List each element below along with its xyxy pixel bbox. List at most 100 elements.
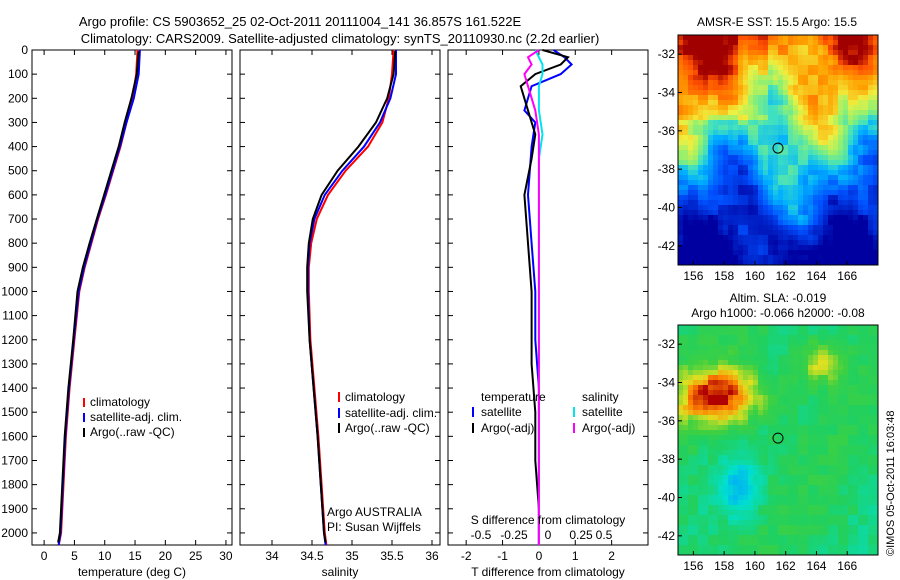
map-cell — [693, 510, 699, 516]
map-cell — [843, 190, 849, 196]
map-cell — [743, 110, 749, 116]
map-cell — [843, 540, 849, 546]
map-cell — [833, 255, 839, 261]
map-cell — [718, 510, 724, 516]
map-cell — [833, 330, 839, 336]
map-cell — [853, 335, 859, 341]
map-cell — [828, 155, 834, 161]
map-cell — [678, 510, 684, 516]
map-cell — [798, 535, 804, 541]
map-cell — [723, 180, 729, 186]
map-cell — [678, 515, 684, 521]
map-cell — [713, 455, 719, 461]
map-cell — [698, 240, 704, 246]
map-cell — [688, 95, 694, 101]
map-cell — [843, 80, 849, 86]
map-cell — [783, 145, 789, 151]
map-cell — [778, 90, 784, 96]
map-cell — [743, 50, 749, 56]
map-cell — [718, 525, 724, 531]
map-x-tick-label: 164 — [806, 559, 826, 573]
map-cell — [743, 90, 749, 96]
map-cell — [868, 145, 874, 151]
map-cell — [748, 480, 754, 486]
map-cell — [748, 470, 754, 476]
map-cell — [828, 215, 834, 221]
map-cell — [838, 325, 844, 331]
map-cell — [733, 120, 739, 126]
map-cell — [798, 435, 804, 441]
map-cell — [683, 365, 689, 371]
map-cell — [863, 195, 869, 201]
map-cell — [868, 470, 874, 476]
map-cell — [698, 95, 704, 101]
map-cell — [758, 60, 764, 66]
map-cell — [828, 110, 834, 116]
map-cell — [823, 345, 829, 351]
map-cell — [838, 540, 844, 546]
map-cell — [703, 75, 709, 81]
map-cell — [793, 145, 799, 151]
map-cell — [783, 440, 789, 446]
map-cell — [848, 360, 854, 366]
map-cell — [723, 135, 729, 141]
map-cell — [793, 110, 799, 116]
map-cell — [773, 70, 779, 76]
map-cell — [803, 380, 809, 386]
map-cell — [838, 435, 844, 441]
map-cell — [828, 470, 834, 476]
map-cell — [818, 140, 824, 146]
map-cell — [833, 400, 839, 406]
map-cell — [678, 210, 684, 216]
map-cell — [693, 345, 699, 351]
map-cell — [823, 370, 829, 376]
map-cell — [848, 410, 854, 416]
map-cell — [723, 55, 729, 61]
map-cell — [678, 240, 684, 246]
map-cell — [868, 500, 874, 506]
map-cell — [813, 55, 819, 61]
map-cell — [848, 250, 854, 256]
map-cell — [753, 480, 759, 486]
map-cell — [873, 430, 879, 436]
map-cell — [683, 355, 689, 361]
map-cell — [693, 150, 699, 156]
map-cell — [778, 180, 784, 186]
map-cell — [728, 390, 734, 396]
map-cell — [813, 350, 819, 356]
map-cell — [683, 60, 689, 66]
map-cell — [873, 485, 879, 491]
map-cell — [718, 250, 724, 256]
map-cell — [843, 475, 849, 481]
map-cell — [758, 150, 764, 156]
map-cell — [713, 240, 719, 246]
map-cell — [808, 255, 814, 261]
map-cell — [733, 140, 739, 146]
map-cell — [803, 340, 809, 346]
map-cell — [843, 215, 849, 221]
map-cell — [738, 420, 744, 426]
map-cell — [793, 245, 799, 251]
map-cell — [688, 140, 694, 146]
map-cell — [833, 535, 839, 541]
map-cell — [688, 260, 694, 266]
map-cell — [798, 350, 804, 356]
map-cell — [728, 330, 734, 336]
map-cell — [708, 125, 714, 131]
map-cell — [748, 150, 754, 156]
map-cell — [828, 455, 834, 461]
map-cell — [843, 380, 849, 386]
map-cell — [738, 440, 744, 446]
map-cell — [728, 475, 734, 481]
map-cell — [848, 405, 854, 411]
map-cell — [783, 415, 789, 421]
map-cell — [783, 325, 789, 331]
map-cell — [748, 395, 754, 401]
map-cell — [873, 370, 879, 376]
map-cell — [713, 535, 719, 541]
map-cell — [778, 50, 784, 56]
map-cell — [813, 65, 819, 71]
map-cell — [728, 415, 734, 421]
map-cell — [718, 475, 724, 481]
map-cell — [808, 145, 814, 151]
